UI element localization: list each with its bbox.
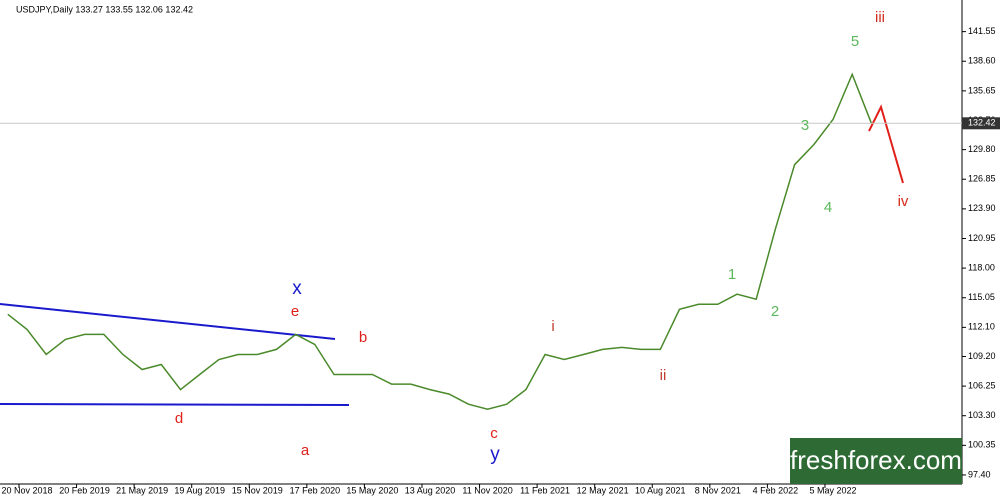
marks: 141.55138.60135.65132.70129.80126.85123.… (0, 9, 1000, 495)
trend-line (0, 303, 336, 340)
y-tick-label: 103.30 (968, 410, 996, 420)
y-tick-label: 112.10 (968, 322, 995, 332)
y-tick-label: 115.05 (968, 292, 995, 302)
wave-label: d (175, 410, 183, 427)
x-tick-label: 8 Nov 2021 (695, 485, 741, 495)
wave-label: b (359, 329, 367, 346)
x-tick-label: 21 May 2019 (116, 485, 168, 495)
y-tick-label: 120.95 (968, 233, 996, 243)
x-tick-label: 17 Feb 2020 (290, 485, 341, 495)
wave-label: c (490, 425, 498, 442)
y-tick-label: 109.20 (968, 351, 996, 361)
x-tick-label: 15 May 2020 (346, 485, 398, 495)
x-tick-label: 12 May 2021 (577, 485, 629, 495)
wave-label: 5 (851, 33, 859, 50)
x-tick-label: 11 Nov 2020 (462, 485, 512, 495)
y-tick-label: 138.60 (968, 56, 996, 66)
x-tick-label: 5 May 2022 (809, 485, 856, 495)
wave-label: 2 (771, 303, 779, 320)
wave-label: 1 (728, 266, 736, 283)
wave-label: y (490, 444, 500, 465)
y-tick-label: 100.35 (968, 440, 996, 450)
y-tick-label: 106.25 (968, 380, 996, 390)
y-tick-label: 135.65 (968, 85, 996, 95)
x-tick-label: 11 Feb 2021 (520, 485, 570, 495)
y-tick-label: 123.90 (968, 203, 996, 213)
chart-title: USDJPY,Daily 133.27 133.55 132.06 132.42 (16, 4, 193, 14)
y-tick-label: 141.55 (968, 26, 996, 36)
wave-label: i (551, 318, 554, 335)
wave-label: iv (898, 193, 909, 210)
wave-label: ii (660, 367, 667, 384)
watermark: freshforex.com (790, 445, 962, 475)
wave-label: a (301, 442, 310, 459)
y-tick-label: 129.80 (968, 144, 996, 154)
x-tick-label: 20 Nov 2018 (1, 485, 52, 495)
wave-label: iii (875, 9, 885, 26)
wave-label: x (292, 278, 302, 299)
y-tick-label: 126.85 (968, 174, 996, 184)
price-line (7, 72, 873, 410)
y-tick-label: 118.00 (968, 262, 995, 272)
wave-label: 3 (801, 117, 809, 134)
x-tick-label: 13 Aug 2020 (405, 485, 456, 495)
x-tick-label: 19 Aug 2019 (174, 485, 225, 495)
trend-line (0, 403, 350, 406)
watermark-box (790, 438, 962, 484)
x-tick-label: 4 Feb 2022 (753, 485, 799, 495)
x-tick-label: 20 Feb 2019 (59, 485, 110, 495)
x-tick-label: 10 Aug 2021 (635, 485, 686, 495)
x-tick-label: 15 Nov 2019 (232, 485, 283, 495)
y-tick-label: 97.40 (968, 469, 991, 479)
wave-label: 4 (824, 199, 832, 216)
last-price-box (962, 117, 1000, 130)
last-price-label: 132.42 (968, 118, 996, 128)
wave-label: e (291, 303, 299, 320)
